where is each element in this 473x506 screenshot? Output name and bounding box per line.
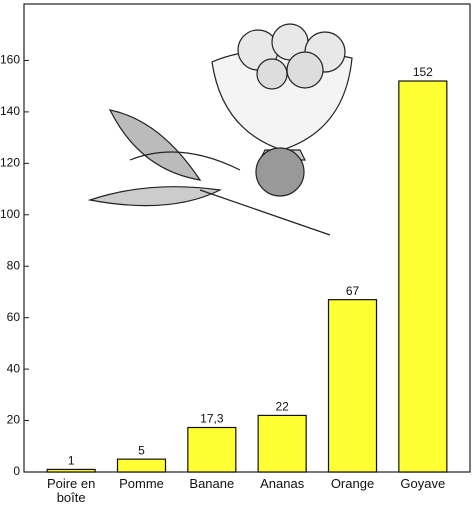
value-label: 17,3 xyxy=(200,412,224,426)
bar xyxy=(398,80,448,473)
bar xyxy=(116,458,167,473)
y-tick-label: 80 xyxy=(7,258,21,272)
value-label: 152 xyxy=(413,65,433,79)
x-tick-label: Banane xyxy=(189,476,235,491)
value-label: 67 xyxy=(346,284,360,298)
x-tick-label: Pomme xyxy=(119,476,164,491)
bar xyxy=(257,414,307,473)
plot-frame xyxy=(23,3,471,473)
y-tick-label: 40 xyxy=(7,361,21,375)
bar xyxy=(46,468,96,473)
y-tick-label: 160 xyxy=(0,53,20,67)
y-tick-label: 0 xyxy=(13,464,20,478)
x-tick-label: Ananas xyxy=(260,476,305,491)
y-tick-label: 60 xyxy=(7,310,21,324)
y-tick-label: 140 xyxy=(0,104,20,118)
y-tick-label: 20 xyxy=(7,413,21,427)
value-label: 22 xyxy=(275,400,289,414)
y-tick-label: 120 xyxy=(0,156,20,170)
value-label: 5 xyxy=(138,443,145,457)
x-tick-label: Orange xyxy=(330,476,375,491)
x-tick-label: Goyave xyxy=(400,476,446,491)
bar xyxy=(327,299,378,473)
y-tick-label: 100 xyxy=(0,207,20,221)
bar xyxy=(187,426,237,473)
value-label: 1 xyxy=(68,454,75,468)
illustration xyxy=(87,23,353,236)
x-tick-label: Poire en boîte xyxy=(46,476,96,505)
